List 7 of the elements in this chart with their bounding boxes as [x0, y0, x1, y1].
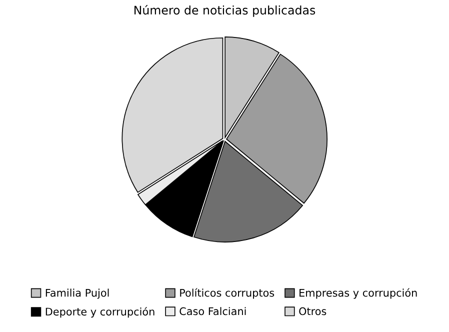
legend-label: Otros [299, 307, 326, 316]
legend-label: Empresas y corrupción [300, 288, 417, 299]
legend-label: Familia Pujol [46, 288, 109, 299]
legend-label: Políticos corruptos [180, 288, 274, 299]
chart-title: Número de noticias publicadas [134, 4, 316, 17]
legend-label: Caso Falciani [180, 307, 246, 316]
legend-label: Deporte y corrupción [46, 307, 154, 318]
